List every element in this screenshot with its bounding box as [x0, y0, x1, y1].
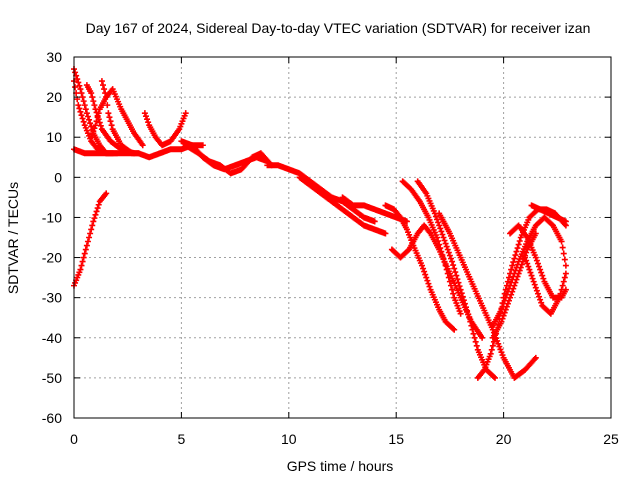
x-tick-label: 5 [178, 431, 186, 447]
series-arc-r [436, 210, 539, 381]
data-point-markers [399, 178, 464, 317]
series-arc-x [489, 230, 539, 341]
y-tick-label: -40 [42, 330, 62, 346]
y-tick-label: -60 [42, 410, 62, 426]
y-axis-label: SDTVAR / TECUs [5, 182, 21, 294]
data-point-markers [182, 142, 275, 177]
series-arc-f [88, 86, 146, 149]
data-point-markers [382, 202, 458, 333]
data-point-markers [528, 202, 569, 225]
data-point-markers [489, 230, 539, 341]
series-arc-j [182, 142, 275, 177]
x-tick-label: 15 [388, 431, 404, 447]
y-tick-label: 0 [54, 169, 62, 185]
y-tick-label: -20 [42, 250, 62, 266]
series-arc-l [296, 174, 389, 237]
axis-ticks [73, 56, 612, 419]
data-point-markers [71, 190, 110, 289]
x-tick-label: 20 [496, 431, 512, 447]
series-arc-p [399, 178, 464, 317]
data-point-markers [296, 174, 389, 237]
y-tick-label: 20 [46, 89, 62, 105]
x-tick-label: 0 [70, 431, 78, 447]
data-points [71, 66, 569, 381]
series-arc-a [71, 190, 110, 289]
data-point-markers [98, 78, 142, 157]
series-arc-h [141, 110, 189, 149]
data-point-markers [141, 110, 189, 149]
x-tick-labels: 0 5 10 15 20 25 [70, 431, 619, 447]
y-tick-label: 30 [46, 49, 62, 65]
x-axis-label: GPS time / hours [287, 458, 394, 474]
y-tick-label: -10 [42, 209, 62, 225]
series-arc-g [98, 78, 142, 157]
y-tick-label: -30 [42, 290, 62, 306]
plot-frame [73, 56, 612, 419]
x-tick-label: 10 [281, 431, 297, 447]
data-point-markers [264, 162, 378, 225]
data-point-markers [489, 214, 569, 329]
series-arc-w [528, 202, 569, 225]
y-tick-labels: 30 20 10 0 -10 -20 -30 -40 -50 -60 [42, 49, 62, 426]
y-tick-label: -50 [42, 370, 62, 386]
x-tick-label: 25 [603, 431, 619, 447]
series-arc-t [489, 214, 569, 329]
y-tick-label: 10 [46, 129, 62, 145]
series-arc-k [264, 162, 378, 225]
chart-title: Day 167 of 2024, Sidereal Day-to-day VTE… [86, 20, 591, 36]
series-arc-n [382, 202, 458, 333]
data-point-markers [436, 210, 539, 381]
data-point-markers [88, 86, 146, 149]
